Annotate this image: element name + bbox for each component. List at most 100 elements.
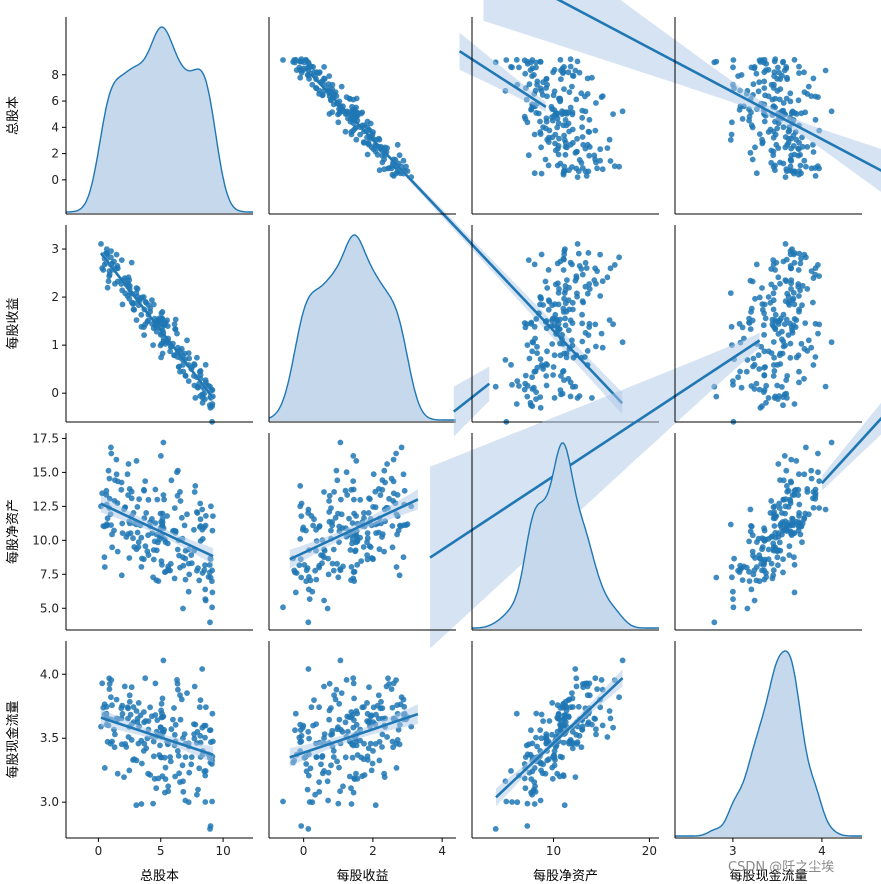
scatter-point	[194, 510, 201, 516]
scatter-point	[533, 389, 539, 395]
scatter-point	[348, 564, 355, 570]
scatter-point	[728, 323, 735, 330]
panel-1-3	[429, 225, 862, 649]
scatter-point	[114, 770, 121, 777]
scatter-point	[791, 56, 798, 63]
scatter-point	[376, 167, 383, 174]
scatter-point	[736, 106, 743, 113]
scatter-point	[344, 713, 351, 720]
scatter-point	[150, 342, 157, 348]
scatter-point	[711, 619, 718, 626]
scatter-point	[549, 700, 556, 706]
scatter-point	[124, 471, 131, 478]
scatter-point	[141, 486, 147, 493]
scatter-point	[364, 118, 371, 125]
scatter-point	[329, 560, 336, 567]
scatter-point	[796, 368, 802, 375]
scatter-point	[528, 727, 534, 734]
scatter-point	[385, 675, 391, 682]
scatter-point	[557, 56, 564, 63]
panel-1-2	[452, 225, 659, 437]
scatter-point	[772, 267, 778, 273]
scatter-point	[557, 316, 563, 323]
scatter-point	[393, 740, 400, 747]
scatter-point	[783, 316, 790, 323]
kde-line-2	[472, 442, 659, 629]
scatter-point	[150, 301, 157, 308]
scatter-point	[347, 547, 354, 553]
scatter-point	[796, 293, 802, 299]
scatter-point	[575, 250, 582, 257]
confidence-band	[430, 332, 760, 649]
scatter-point	[544, 757, 551, 764]
scatter-point	[357, 131, 363, 138]
scatter-point	[191, 683, 198, 690]
scatter-point	[104, 284, 111, 291]
scatter-point	[786, 302, 793, 308]
scatter-point	[796, 524, 802, 530]
scatter-point	[777, 159, 783, 166]
scatter-point	[111, 744, 118, 751]
scatter-point	[140, 748, 147, 754]
scatter-point	[759, 285, 765, 291]
scatter-point	[556, 135, 562, 142]
scatter-point	[321, 683, 327, 690]
scatter-point	[797, 162, 804, 169]
scatter-point	[197, 500, 204, 507]
scatter-point	[545, 306, 552, 313]
scatter-point	[551, 66, 558, 73]
scatter-point	[330, 754, 337, 760]
scatter-point	[796, 471, 802, 478]
scatter-point	[98, 241, 104, 247]
scatter-point	[606, 136, 613, 143]
scatter-point	[537, 727, 544, 733]
scatter-point	[351, 775, 358, 782]
scatter-point	[177, 716, 184, 723]
scatter-point	[584, 75, 591, 82]
scatter-point	[525, 152, 532, 159]
scatter-point	[739, 116, 746, 122]
scatter-point	[738, 384, 745, 391]
scatter-point	[576, 69, 583, 76]
y-tick-label: 2	[51, 147, 59, 161]
scatter-point	[569, 83, 575, 90]
scatter-point	[351, 496, 357, 503]
scatter-point	[346, 95, 353, 102]
scatter-point	[575, 703, 582, 710]
scatter-point	[538, 735, 545, 742]
scatter-point	[574, 241, 581, 247]
scatter-point	[324, 778, 331, 785]
scatter-point	[319, 753, 326, 759]
scatter-point	[157, 742, 163, 749]
scatter-point	[350, 675, 357, 682]
kde-fill-0	[66, 27, 253, 213]
scatter-point	[119, 301, 126, 308]
scatter-point	[787, 263, 794, 269]
scatter-point	[321, 64, 327, 70]
scatter-point	[209, 401, 216, 407]
scatter-point	[108, 694, 114, 701]
scatter-point	[778, 315, 784, 322]
scatter-point	[756, 552, 763, 558]
scatter-point	[199, 570, 206, 576]
scatter-point	[524, 800, 531, 807]
scatter-point	[353, 458, 360, 464]
scatter-point	[152, 680, 159, 687]
scatter-point	[799, 539, 805, 546]
scatter-point	[761, 331, 767, 338]
scatter-point	[816, 273, 822, 279]
scatter-point	[206, 569, 213, 576]
scatter-point	[797, 287, 803, 294]
scatter-point	[789, 329, 796, 336]
scatter-point	[188, 552, 195, 558]
scatter-point	[522, 324, 529, 331]
scatter-point	[567, 379, 574, 386]
scatter-point	[589, 395, 595, 401]
y-tick-label: 4.0	[40, 667, 59, 681]
scatter-point	[368, 712, 375, 719]
scatter-point	[126, 692, 133, 699]
scatter-point	[559, 336, 565, 343]
scatter-point	[538, 251, 545, 258]
x-tick-label: 10	[215, 844, 230, 858]
scatter-point	[583, 173, 590, 179]
